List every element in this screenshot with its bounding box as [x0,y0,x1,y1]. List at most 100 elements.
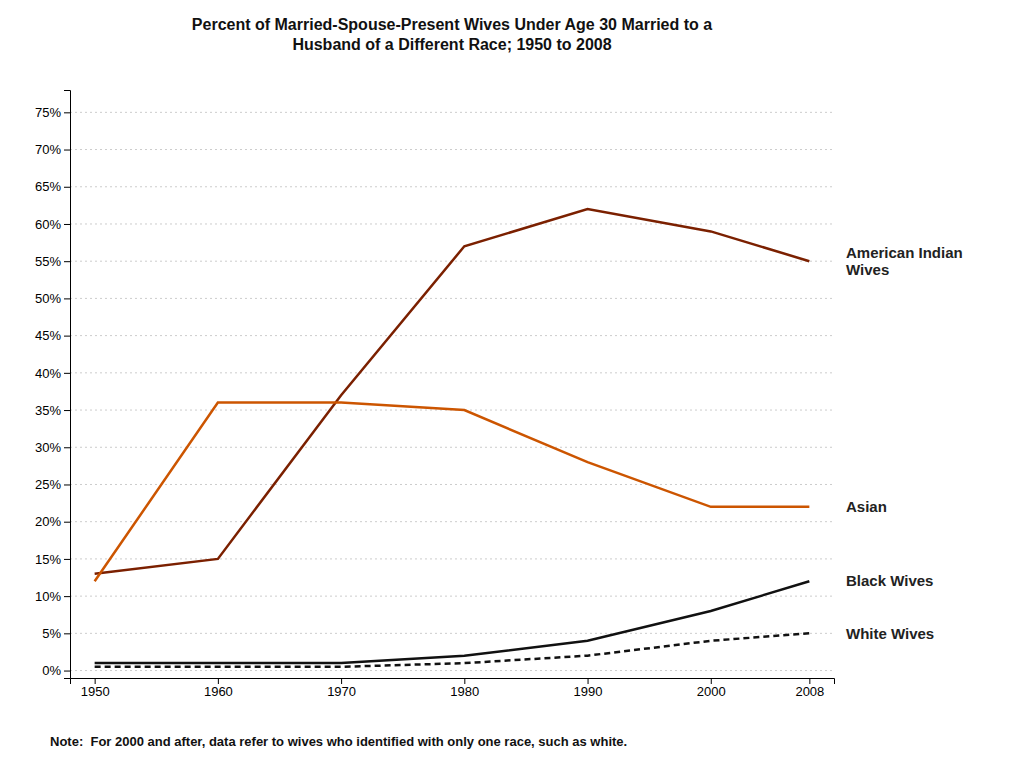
y-tick: 60% [35,217,70,232]
x-tick: 1960 [204,678,233,699]
grid-line [70,521,834,522]
x-tick: 1950 [81,678,110,699]
title: Percent of Married-Spouse-Present Wives … [192,16,712,53]
grid-line [70,372,834,373]
y-tick: 70% [35,142,70,157]
grid-line [70,447,834,448]
y-tick-label: 50% [35,291,61,306]
y-tick-label: 10% [35,589,61,604]
y-tick-label: 70% [35,142,61,157]
grid-line [70,558,834,559]
y-tick-label: 20% [35,514,61,529]
y-tick-mark [64,671,70,672]
y-tick: 35% [35,403,70,418]
grid-line [70,298,834,299]
y-tick-mark [64,484,70,485]
x-tick-mark [809,678,810,684]
y-tick-mark [64,112,70,113]
grid [70,112,834,670]
grid-line [70,335,834,336]
y-tick: 45% [35,328,70,343]
x-tick: 1970 [327,678,356,699]
y-tick-label: 60% [35,217,61,232]
x-tick: 2008 [795,678,824,699]
y-tick: 25% [35,477,70,492]
y-tick-mark [64,596,70,597]
series-line [95,633,810,666]
series-lines [95,209,810,667]
y-tick-label: 40% [35,365,61,380]
grid-line [70,112,834,113]
series-label-line: Black Wives [846,572,933,589]
x-tick-label: 1970 [327,684,356,699]
title-line: Percent of Married-Spouse-Present Wives … [192,16,712,33]
y-tick: 15% [35,552,70,567]
grid-line [70,186,834,187]
x-tick: 1990 [574,678,603,699]
x-tick-label: 2000 [697,684,726,699]
x-tick-mark [341,678,342,684]
y-tick-label: 45% [35,328,61,343]
y-tick-label: 35% [35,403,61,418]
y-tick: 0% [42,663,70,678]
x-tick-label: 1980 [450,684,479,699]
y-tick-label: 15% [35,552,61,567]
x-tick-mark [218,678,219,684]
y-tick-mark [64,522,70,523]
y-tick-mark [64,410,70,411]
x-tick-mark [464,678,465,684]
x-axis-line [71,679,835,685]
y-tick: 5% [42,626,70,641]
y-tick: 55% [35,254,70,269]
grid-line [70,149,834,150]
y-tick-mark [64,373,70,374]
title-line: Husband of a Different Race; 1950 to 200… [292,36,611,53]
grid-line [70,223,834,224]
y-tick-mark [64,150,70,151]
x-tick-mark [588,678,589,684]
series-line [95,403,810,582]
series-labels: American IndianWives Asian Black Wives Whit… [846,244,963,642]
series-label: Black Wives [846,572,933,589]
grid-line [70,633,834,634]
y-tick: 30% [35,440,70,455]
y-tick: 65% [35,179,70,194]
y-tick-label: 65% [35,179,61,194]
plot: 0% 5% 10% 15% 20% 25% 30% 35% 40% 45% 50% 55% 60% 65%… [35,91,963,700]
y-tick-mark [64,224,70,225]
series-label-line: White Wives [846,625,934,642]
y-tick-mark [64,298,70,299]
x-tick: 2000 [697,678,726,699]
y-tick-label: 25% [35,477,61,492]
y-tick: 75% [35,105,70,120]
series-label-line: Wives [846,261,889,278]
x-tick-mark [711,678,712,684]
x-axis: 1950 1960 1970 1980 1990 2000 2008 [71,678,835,699]
y-tick-label: 0% [42,663,61,678]
y-axis: 0% 5% 10% 15% 20% 25% 30% 35% 40% 45% 50% 55% 60% 65%… [35,91,71,679]
x-tick-label: 2008 [795,684,824,699]
series-label: American IndianWives [846,244,963,278]
y-axis-line [64,91,71,679]
x-tick-label: 1990 [574,684,603,699]
y-tick-mark [64,261,70,262]
y-tick-mark [64,336,70,337]
y-tick-mark [64,633,70,634]
chart: 0% 5% 10% 15% 20% 25% 30% 35% 40% 45% 50% 55% 60% 65%… [0,0,1024,768]
y-tick-mark [64,187,70,188]
y-tick-mark [64,447,70,448]
series-label: White Wives [846,625,934,642]
x-tick: 1980 [450,678,479,699]
y-tick-label: 30% [35,440,61,455]
series-label-line: Asian [846,498,887,515]
series-label-line: American Indian [846,244,963,261]
grid-line [70,484,834,485]
annotation: Note: For 2000 and after, data refer to … [50,734,627,749]
series-label: Asian [846,498,887,515]
y-tick-label: 5% [42,626,61,641]
y-tick-label: 55% [35,254,61,269]
y-tick: 10% [35,589,70,604]
series-line [95,581,810,663]
y-tick: 50% [35,291,70,306]
y-tick: 40% [35,365,70,380]
